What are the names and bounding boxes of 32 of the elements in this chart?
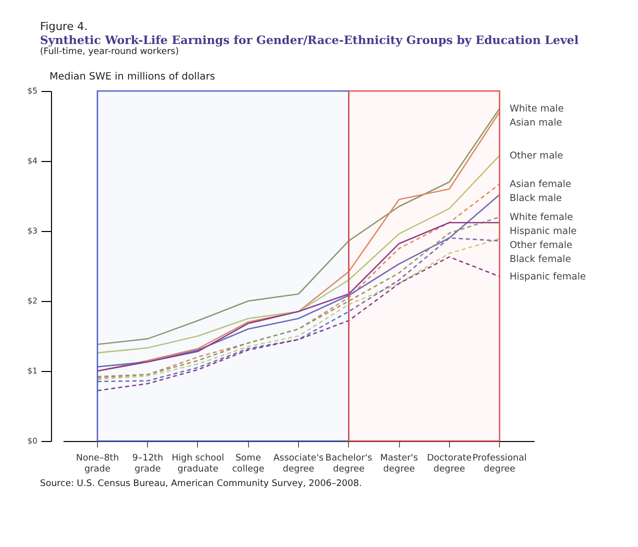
y-axis-title: Median SWE in millions of dollars bbox=[50, 72, 216, 82]
y-tick-label: $0 bbox=[27, 436, 38, 446]
x-tick-label: Associate's degree bbox=[273, 454, 324, 474]
chart-subtitle: (Full-time, year-round workers) bbox=[40, 47, 180, 57]
series-label: Asian male bbox=[510, 118, 562, 128]
y-tick-label: $3 bbox=[27, 226, 38, 236]
series-label: Black male bbox=[510, 193, 562, 204]
line-series bbox=[96, 256, 500, 392]
y-tick-label: $5 bbox=[27, 86, 38, 96]
series-label: White female bbox=[510, 212, 574, 223]
x-tick-label: Professional degree bbox=[472, 454, 527, 474]
x-tick-label: Some college bbox=[232, 454, 265, 474]
x-tick-label: Bachelor's degree bbox=[325, 454, 372, 474]
series-label: Hispanic male bbox=[510, 226, 577, 237]
y-tick-label: $4 bbox=[27, 156, 38, 166]
y-tick-label: $2 bbox=[27, 296, 38, 306]
series-label: Black female bbox=[510, 254, 572, 265]
series-label: Hispanic female bbox=[510, 272, 586, 282]
series-label: Other female bbox=[510, 240, 572, 251]
x-tick-label: None–8th grade bbox=[76, 454, 119, 474]
x-tick-label: 9–12th grade bbox=[132, 454, 164, 474]
series-label: Asian female bbox=[510, 179, 572, 190]
series-label: White male bbox=[510, 104, 564, 114]
x-tick-label: Master's degree bbox=[380, 454, 418, 474]
x-tick-label: Doctorate degree bbox=[426, 454, 472, 474]
chart-title: Synthetic Work-Life Earnings for Gender/Race-Ethnicity Groups by Education Level bbox=[40, 33, 580, 47]
line-series bbox=[96, 154, 500, 354]
x-tick-label: High school graduate bbox=[172, 454, 224, 474]
caption: Figure 4. bbox=[40, 20, 89, 33]
series-label: Other male bbox=[510, 150, 564, 162]
source-note: Source: U.S. Census Bureau, American Community Survey, 2006–2008. bbox=[39, 478, 363, 489]
y-tick-label: $1 bbox=[27, 366, 38, 376]
